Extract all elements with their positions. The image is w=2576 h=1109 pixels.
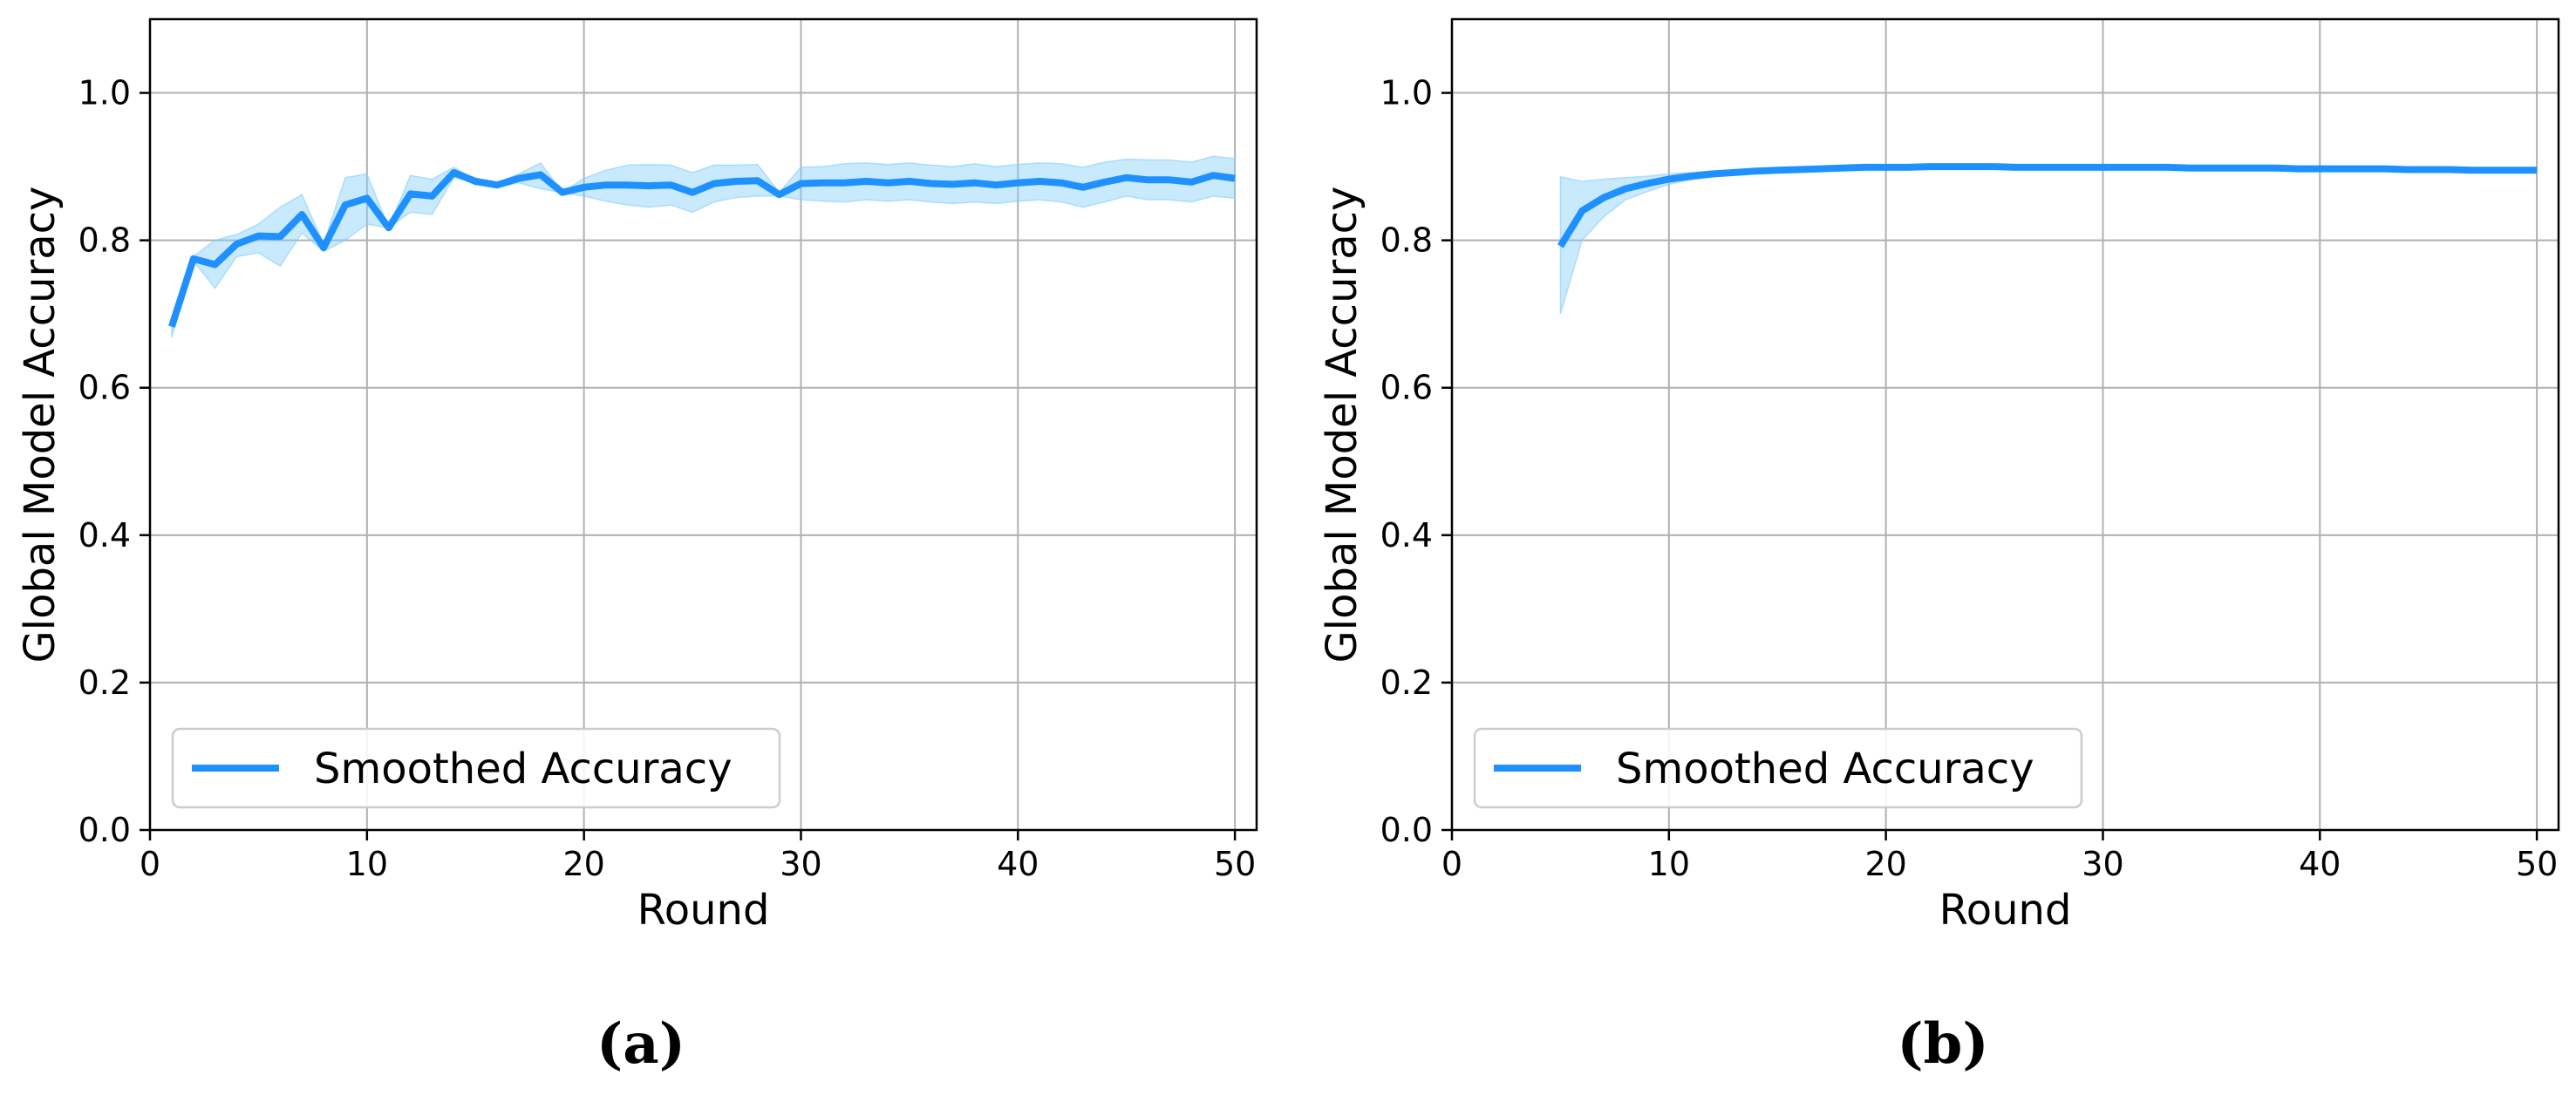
- y-axis-label: Global Model Accuracy: [16, 187, 65, 663]
- legend-entry-label: Smoothed Accuracy: [314, 745, 733, 793]
- legend-box: [1473, 727, 2083, 809]
- x-axis-label: Round: [637, 886, 770, 935]
- x-tick-label: 50: [1214, 845, 1256, 883]
- x-tick-label: 10: [346, 845, 388, 883]
- x-tick-label: 20: [1864, 845, 1906, 883]
- chart-panel-b: 0 10 20 30 40 50 0.0 0.2 0.4 0.6 0.8 1.0 Round Global…: [1318, 17, 2560, 935]
- y-axis-label: Global Model Accuracy: [1318, 187, 1366, 663]
- legend: Smoothed Accuracy: [171, 727, 781, 809]
- y-tick-label: 0.2: [1380, 663, 1433, 702]
- x-tick-label: 40: [2299, 845, 2341, 883]
- y-tick-label: 0.0: [1380, 811, 1433, 849]
- confidence-band: [171, 155, 1236, 338]
- x-tick-label: 0: [140, 845, 160, 883]
- series-line-smoothed-accuracy: [1557, 163, 2538, 248]
- y-tick-label: 0.8: [78, 221, 131, 260]
- chart-panel-a: 0 10 20 30 40 50 0.0 0.2 0.4 0.6 0.8 1.0 Round Global…: [16, 17, 1258, 935]
- legend-entry-label: Smoothed Accuracy: [1616, 745, 2034, 793]
- y-tick-label: 0.8: [1380, 221, 1433, 260]
- x-tick-label: 30: [2082, 845, 2123, 883]
- legend: Smoothed Accuracy: [1473, 727, 2083, 809]
- y-tick-label: 0.2: [78, 663, 131, 702]
- x-tick-label: 10: [1648, 845, 1690, 883]
- x-tick-label: 50: [2516, 845, 2558, 883]
- y-tick-label: 0.4: [1380, 516, 1433, 554]
- x-axis-label: Round: [1939, 886, 2072, 935]
- axes-frame: [1450, 17, 2560, 832]
- y-tick-label: 1.0: [1380, 74, 1433, 112]
- y-tick-label: 1.0: [78, 74, 131, 112]
- y-tick-label: 0.6: [78, 369, 131, 407]
- x-tick-label: 40: [997, 845, 1039, 883]
- x-tick-label: 0: [1441, 845, 1462, 883]
- legend-box: [171, 727, 781, 809]
- y-tick-label: 0.6: [1380, 369, 1433, 407]
- panel-label-a: (a): [596, 1011, 686, 1077]
- y-tick-label: 0.0: [78, 811, 131, 849]
- x-tick-label: 30: [780, 845, 821, 883]
- y-tick-label: 0.4: [78, 516, 131, 554]
- axes-frame: [148, 17, 1258, 832]
- series-line-smoothed-accuracy: [168, 168, 1236, 328]
- x-tick-label: 20: [562, 845, 604, 883]
- panel-label-b: (b): [1897, 1011, 1989, 1077]
